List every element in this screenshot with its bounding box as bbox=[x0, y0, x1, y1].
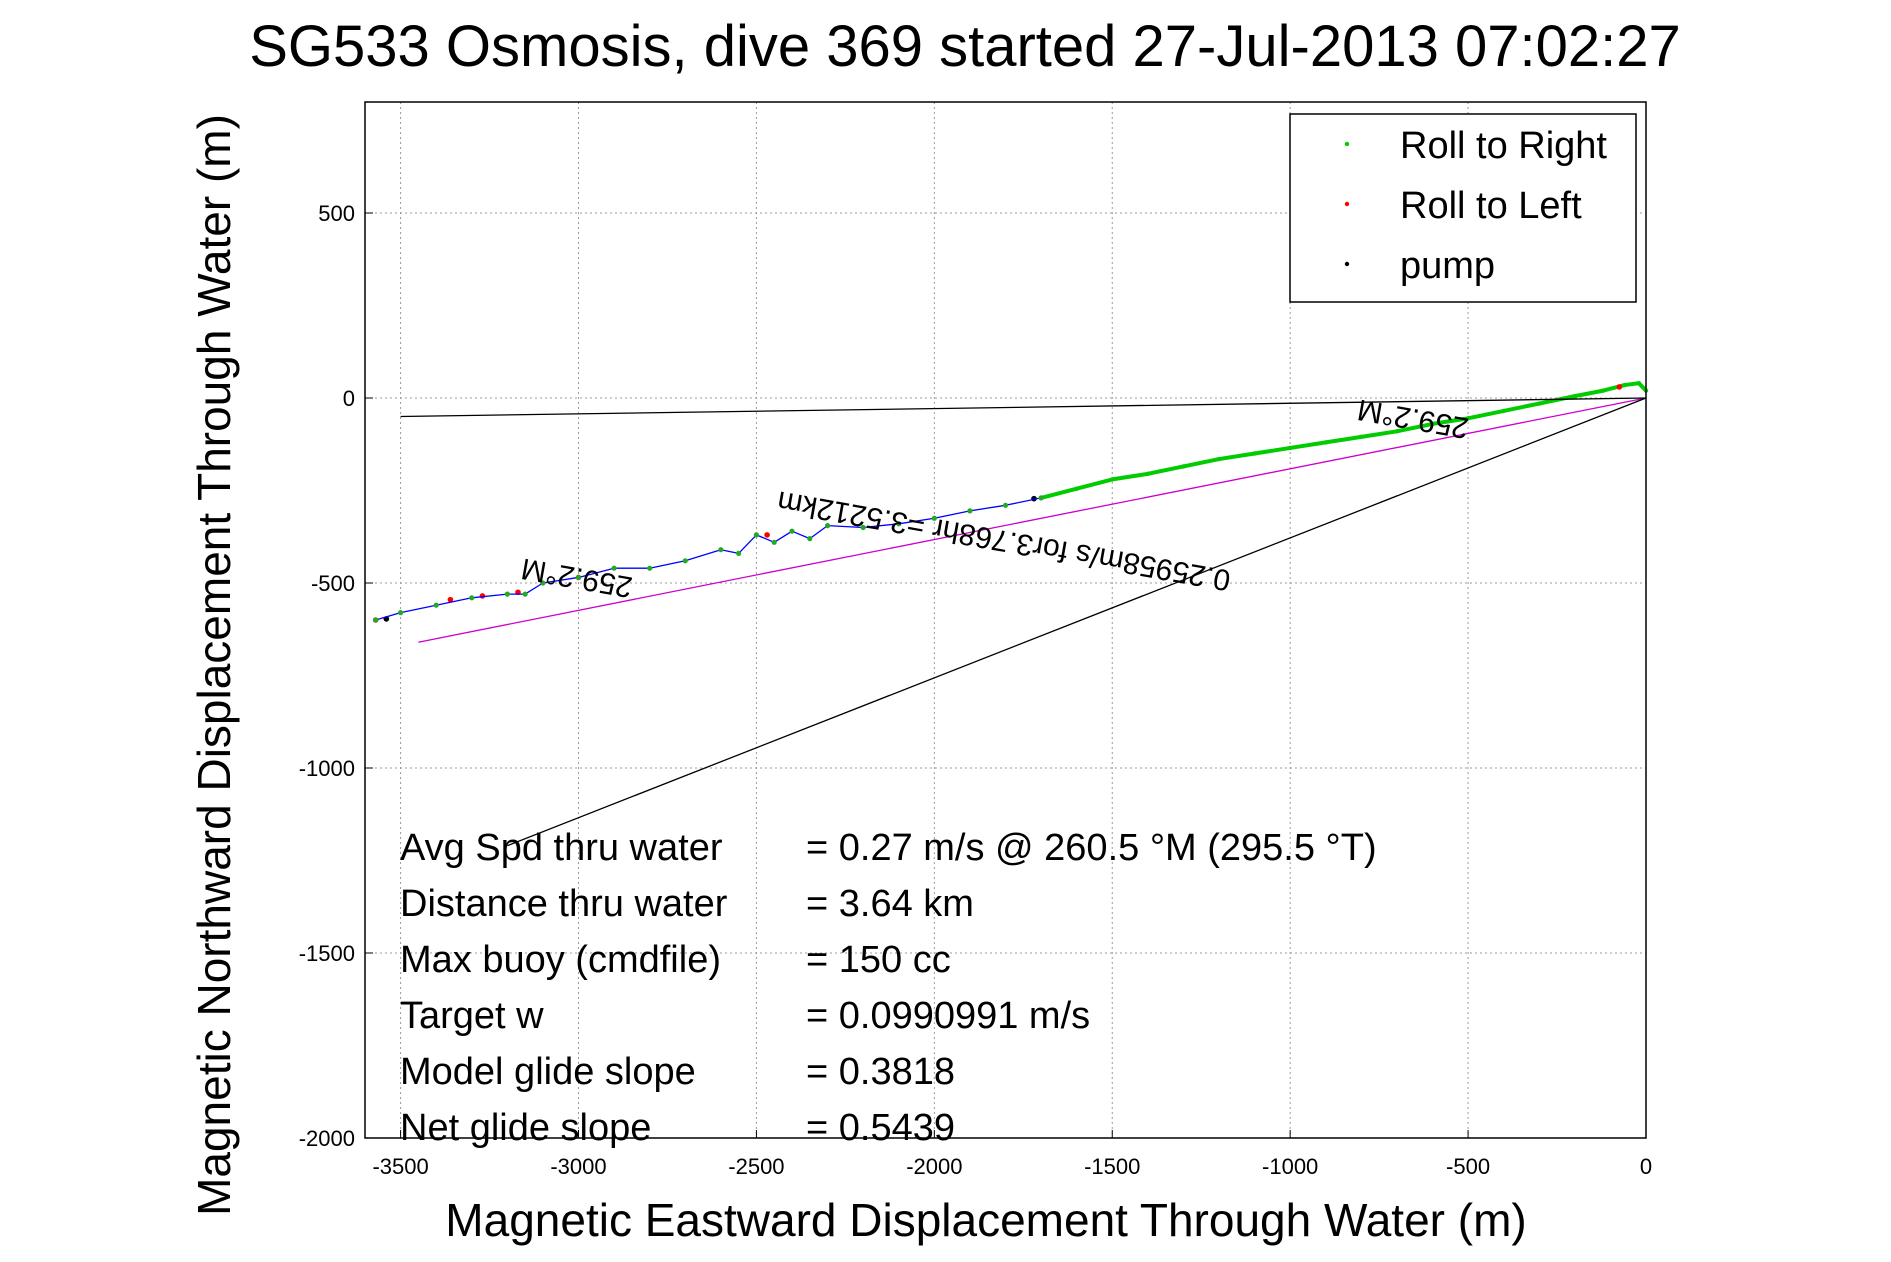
data-point bbox=[896, 521, 902, 527]
x-tick-label: 0 bbox=[1640, 1154, 1652, 1179]
data-point bbox=[1002, 502, 1009, 508]
data-point bbox=[540, 580, 546, 586]
data-point bbox=[1216, 456, 1222, 462]
ticks: -3500 -3000 -2500 -2000 -1500 -1000 -500 0 500 0 -… bbox=[299, 201, 1652, 1179]
annotation: 0.25958m/s for3.768hr =3.5212km bbox=[775, 484, 1233, 596]
data-point bbox=[931, 515, 937, 521]
x-tick-label: -3000 bbox=[550, 1154, 606, 1179]
data-point bbox=[1145, 471, 1151, 477]
series-line-0 bbox=[1040, 381, 1648, 500]
data-point bbox=[1636, 381, 1642, 386]
x-tick-label: -500 bbox=[1446, 1154, 1490, 1179]
series-line-4 bbox=[418, 397, 1647, 643]
data-point bbox=[718, 547, 724, 553]
y-tick-label: 500 bbox=[318, 201, 355, 226]
y-tick-label: -1000 bbox=[299, 756, 355, 781]
data-point bbox=[522, 591, 528, 597]
data-point bbox=[807, 536, 813, 542]
data-point bbox=[469, 595, 475, 601]
stat-label: Model glide slope bbox=[400, 1051, 696, 1093]
y-axis-label: Magnetic Northward Displacement Through … bbox=[188, 114, 240, 1216]
data-point bbox=[397, 610, 404, 616]
x-tick-label: -2000 bbox=[906, 1154, 962, 1179]
data-point bbox=[736, 550, 742, 557]
series-layer bbox=[372, 381, 1649, 847]
data-point bbox=[1572, 393, 1578, 399]
stat-value: = 150 cc bbox=[806, 939, 951, 981]
series-line-3 bbox=[375, 497, 1042, 621]
x-tick-label: -3500 bbox=[372, 1154, 428, 1179]
stat-value: = 0.5439 bbox=[806, 1107, 955, 1149]
data-point bbox=[1601, 388, 1606, 393]
annotation: 259.2°M bbox=[519, 552, 635, 604]
data-point bbox=[789, 528, 795, 534]
x-tick-label: -1000 bbox=[1262, 1154, 1318, 1179]
plot-frame bbox=[364, 101, 1647, 1139]
data-point bbox=[1181, 464, 1186, 469]
series-line-5 bbox=[400, 397, 1647, 418]
data-point bbox=[1465, 416, 1471, 421]
data-point bbox=[647, 565, 653, 571]
data-point bbox=[504, 591, 510, 597]
data-point bbox=[764, 532, 770, 538]
legend-marker bbox=[1344, 261, 1350, 267]
data-point bbox=[824, 523, 831, 529]
data-point bbox=[1252, 451, 1257, 456]
data-point bbox=[373, 617, 379, 623]
legend-entry: Roll to Right bbox=[1400, 125, 1607, 167]
stat-label: Distance thru water bbox=[400, 883, 728, 925]
legend: Roll to Right Roll to Left pump bbox=[1289, 113, 1637, 303]
stat-label: Net glide slope bbox=[400, 1107, 651, 1149]
stat-value: = 0.3818 bbox=[806, 1051, 955, 1093]
data-point bbox=[1110, 477, 1115, 482]
stat-value: = 0.0990991 m/s bbox=[806, 995, 1090, 1037]
data-point bbox=[1359, 434, 1364, 440]
data-point bbox=[1622, 382, 1627, 388]
y-tick-label: -500 bbox=[311, 571, 355, 596]
stat-value: = 0.27 m/s @ 260.5 °M (295.5 °T) bbox=[806, 827, 1377, 869]
stat-value: = 3.64 km bbox=[806, 883, 974, 925]
x-axis-label: Magnetic Eastward Displacement Through W… bbox=[445, 1194, 1526, 1246]
y-tick-label: -1500 bbox=[299, 941, 355, 966]
legend-marker bbox=[1344, 141, 1350, 147]
data-point bbox=[967, 508, 973, 514]
x-tick-label: -1500 bbox=[1084, 1154, 1140, 1179]
chart-title: SG533 Osmosis, dive 369 started 27-Jul-2… bbox=[249, 14, 1681, 79]
data-point bbox=[1074, 486, 1079, 491]
legend-entry: Roll to Left bbox=[1400, 185, 1582, 227]
stats-box: Avg Spd thru water = 0.27 m/s @ 260.5 °M … bbox=[400, 827, 1377, 1149]
data-point bbox=[1616, 384, 1623, 390]
data-point bbox=[433, 602, 439, 608]
data-point bbox=[682, 558, 688, 564]
data-point bbox=[1537, 401, 1542, 406]
stat-label: Avg Spd thru water bbox=[400, 827, 723, 869]
data-point bbox=[1394, 429, 1400, 434]
series-line-6 bbox=[507, 397, 1647, 847]
data-point bbox=[1038, 495, 1044, 501]
y-tick-label: 0 bbox=[343, 386, 355, 411]
x-tick-label: -2500 bbox=[728, 1154, 784, 1179]
stat-label: Target w bbox=[400, 995, 544, 1037]
data-point bbox=[1287, 445, 1293, 451]
y-tick-label: -2000 bbox=[299, 1126, 355, 1151]
data-point bbox=[575, 574, 582, 581]
data-point bbox=[771, 539, 777, 545]
data-point bbox=[447, 596, 454, 603]
data-point bbox=[753, 532, 760, 538]
legend-entry: pump bbox=[1400, 245, 1495, 287]
data-point bbox=[1430, 421, 1435, 427]
stat-label: Max buoy (cmdfile) bbox=[400, 939, 721, 981]
data-point bbox=[1501, 408, 1506, 414]
data-point bbox=[860, 524, 866, 531]
data-point bbox=[611, 565, 617, 571]
legend-marker bbox=[1344, 201, 1350, 207]
data-point bbox=[1323, 440, 1328, 445]
